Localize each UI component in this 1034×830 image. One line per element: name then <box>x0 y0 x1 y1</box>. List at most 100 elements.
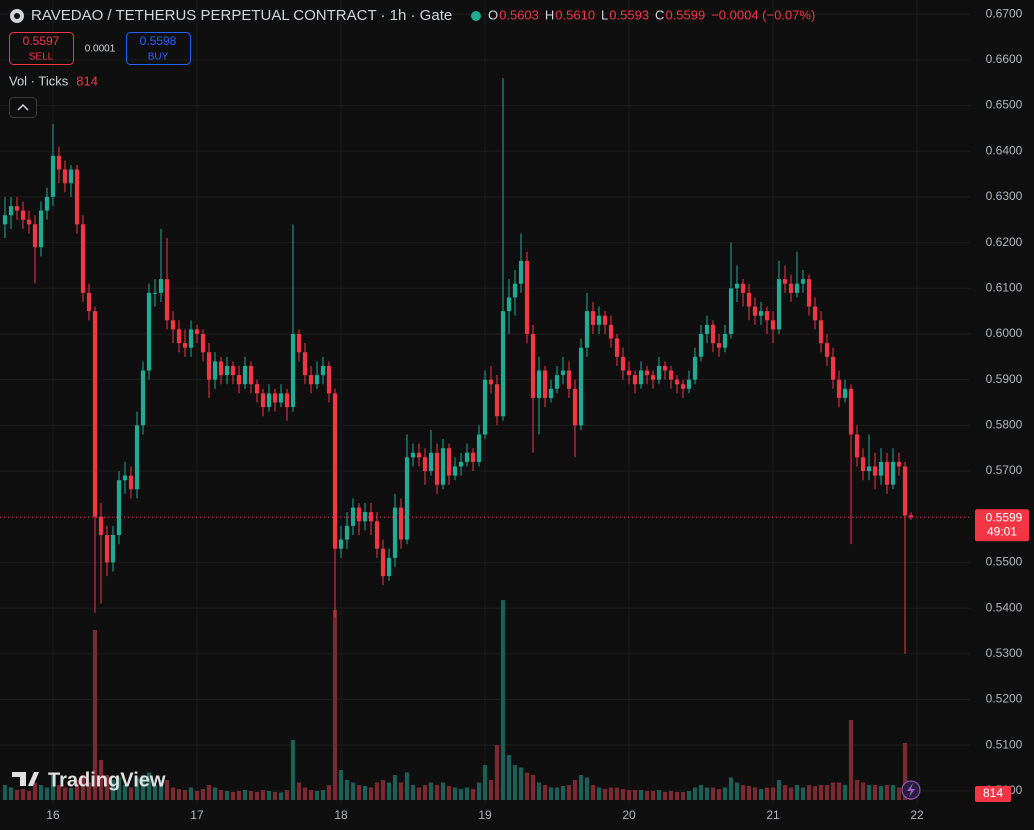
volume-bar <box>446 786 452 800</box>
candle-body <box>308 375 314 385</box>
buy-label[interactable]: BUY <box>148 52 169 63</box>
volume-bar <box>146 772 152 800</box>
candle-body <box>458 461 464 467</box>
volume-bar <box>704 787 710 800</box>
candle-body <box>56 155 62 170</box>
buy-price[interactable]: 0.5598 <box>140 34 177 48</box>
volume-bar <box>188 787 194 800</box>
volume-bar <box>116 777 122 800</box>
candle-body <box>698 333 704 357</box>
candle-body <box>338 539 344 549</box>
volume-bar <box>218 790 224 800</box>
candle-body <box>80 224 86 293</box>
volume-bar <box>470 789 476 800</box>
candle-body <box>746 292 752 307</box>
sell-button[interactable] <box>9 32 74 65</box>
volume-bar <box>572 780 578 800</box>
candle-body <box>374 521 380 549</box>
volume-bar <box>824 785 830 800</box>
volume-bar <box>38 785 44 800</box>
buy-button[interactable] <box>126 32 191 65</box>
candle-body <box>92 311 98 517</box>
candle-body <box>722 333 728 348</box>
volume-bar <box>338 770 344 800</box>
candle-body <box>572 388 578 426</box>
x-tick-label: 22 <box>910 808 924 822</box>
volume-bar <box>734 782 740 800</box>
candle-body <box>632 375 638 385</box>
volume-bar <box>896 787 902 800</box>
sell-label[interactable]: SELL <box>29 52 54 63</box>
y-tick-label: 0.6600 <box>986 52 1023 66</box>
volume-bar <box>626 790 632 800</box>
volume-bar <box>248 791 254 800</box>
candle-body <box>296 333 302 353</box>
volume-bar <box>62 787 68 800</box>
candle-body <box>758 311 764 316</box>
volume-bar <box>836 782 842 800</box>
volume-bar <box>728 777 734 800</box>
volume-legend-value: 814 <box>76 73 98 88</box>
candle-body <box>782 279 788 284</box>
volume-bar <box>110 780 116 800</box>
volume-bar <box>464 787 470 800</box>
ohlc-value: 0.5593 <box>609 7 649 22</box>
volume-bar <box>20 789 26 800</box>
candle-body <box>134 425 140 490</box>
candle-body <box>32 224 38 248</box>
candle-body <box>524 260 530 334</box>
candle-body <box>896 461 902 467</box>
volume-bar <box>884 785 890 800</box>
volume-bar <box>746 786 752 800</box>
y-tick-label: 0.5400 <box>986 600 1023 614</box>
volume-bar <box>788 787 794 800</box>
volume-bar <box>8 787 14 800</box>
volume-bar <box>434 785 440 800</box>
volume-bar <box>554 787 560 800</box>
volume-bar <box>716 789 722 800</box>
volume-bar <box>2 785 8 800</box>
ohlc-value: 0.5599 <box>665 7 705 22</box>
y-tick-label: 0.5900 <box>986 372 1023 386</box>
candle-body <box>272 393 278 403</box>
ohlc-key: H <box>545 7 554 22</box>
volume-bar <box>428 782 434 800</box>
candle-body <box>710 324 716 344</box>
sell-price[interactable]: 0.5597 <box>23 34 60 48</box>
candle-body <box>152 292 158 294</box>
collapse-button[interactable] <box>9 97 37 118</box>
volume-bar <box>98 760 104 800</box>
volume-bar <box>560 786 566 800</box>
spread: 0.0001 <box>85 44 116 55</box>
y-tick-label: 0.6100 <box>986 280 1023 294</box>
candle-body <box>104 535 110 563</box>
candle-body <box>2 215 8 225</box>
candle-body <box>176 329 182 344</box>
countdown: 49:01 <box>987 524 1017 538</box>
volume-bar <box>92 630 98 800</box>
candle-body <box>692 356 698 380</box>
volume-bar <box>722 787 728 800</box>
candle-body <box>830 356 836 380</box>
candle-body <box>416 452 422 458</box>
volume-pane <box>2 600 914 800</box>
candle-body <box>386 557 392 577</box>
volume-bar <box>866 785 872 800</box>
volume-bar <box>200 789 206 800</box>
y-tick-label: 0.6200 <box>986 235 1023 249</box>
volume-bar <box>158 780 164 800</box>
volume-bar <box>332 610 338 800</box>
candle-body <box>422 457 428 472</box>
volume-bar <box>644 791 650 800</box>
volume-bar <box>290 740 296 800</box>
volume-bar <box>506 755 512 800</box>
volume-tag <box>975 786 1011 802</box>
volume-bar <box>278 792 284 800</box>
candle-body <box>284 393 290 408</box>
candle-body <box>842 388 848 398</box>
volume-bar <box>374 782 380 800</box>
volume-bar <box>224 791 230 800</box>
time-axis-bg <box>0 805 970 830</box>
volume-bar <box>530 775 536 800</box>
